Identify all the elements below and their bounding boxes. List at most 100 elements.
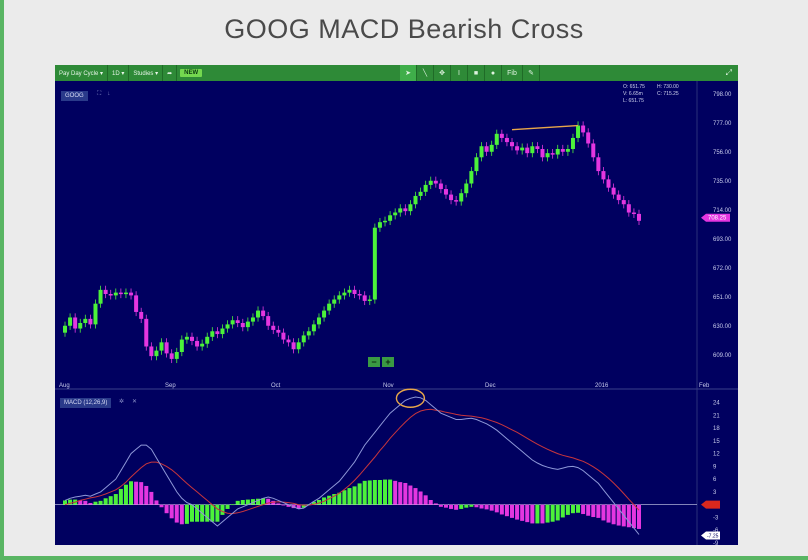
x-tick-label: Sep	[165, 383, 176, 389]
zoom-out-button[interactable]: −	[368, 357, 380, 367]
histogram-bar	[367, 480, 372, 505]
histogram-bar	[123, 484, 128, 505]
histogram-bar	[139, 482, 144, 505]
candle	[388, 215, 393, 221]
candle	[504, 137, 509, 143]
pin-icon[interactable]: ↓	[107, 91, 117, 97]
ohlc-low: L: 651.75	[623, 98, 644, 104]
candle	[611, 187, 616, 195]
candle	[200, 343, 205, 347]
histogram-bar	[144, 485, 149, 505]
histogram-bar	[332, 494, 337, 505]
candle	[63, 325, 67, 333]
crosshair-icon[interactable]: ✥	[434, 65, 451, 81]
candle	[474, 157, 479, 172]
candle	[377, 222, 382, 228]
candle	[383, 220, 388, 223]
histogram-bar	[250, 499, 255, 505]
settings-icon[interactable]: ✲	[119, 399, 133, 405]
histogram-bar	[286, 504, 291, 507]
candle	[154, 350, 159, 357]
chart-canvas[interactable]: 798.00 777.00 756.00 735.00 714.00 693.00 672.…	[55, 81, 738, 545]
histogram-bar	[271, 500, 276, 505]
line-icon[interactable]: ╲	[417, 65, 434, 81]
cycle-dropdown[interactable]: Pay Day Cycle ▾	[55, 65, 109, 81]
macd-tick-label: 3	[713, 490, 717, 496]
expand-icon[interactable]: ⤢	[725, 68, 732, 77]
candle	[230, 320, 235, 325]
histogram-bar	[63, 500, 67, 505]
share-icon[interactable]: ➦	[163, 65, 178, 81]
chart-app: Pay Day Cycle ▾ 1D ▾ Studies ▾ ➦ NEW ➤ ╲…	[55, 65, 738, 545]
histogram-bar	[113, 494, 118, 505]
histogram-bar	[626, 504, 631, 528]
candle	[149, 346, 154, 357]
close-icon[interactable]: ✕	[132, 399, 146, 405]
candle	[423, 184, 428, 192]
zoom-in-button[interactable]: +	[382, 357, 394, 367]
circle-icon[interactable]: ●	[485, 65, 502, 81]
candle	[637, 213, 641, 221]
candle	[184, 336, 189, 340]
histogram-bar	[352, 486, 357, 505]
histogram-bar	[393, 480, 398, 505]
price-tick-label: 672.00	[713, 266, 732, 272]
square-icon[interactable]: ■	[468, 65, 485, 81]
price-panel-icons: ⛶↓	[97, 91, 116, 98]
candle	[438, 183, 443, 190]
price-tick-label: 630.00	[713, 324, 732, 330]
price-tick-label: 609.00	[713, 353, 732, 359]
histogram-bar	[565, 504, 570, 515]
candle	[479, 146, 484, 158]
histogram-bar	[261, 498, 266, 505]
histogram-bar	[438, 504, 443, 507]
price-tick-label: 714.00	[713, 208, 732, 214]
candle	[316, 317, 321, 325]
pointer-icon[interactable]: ➤	[400, 65, 417, 81]
candle	[235, 320, 240, 323]
candle	[576, 125, 581, 138]
fib-tool[interactable]: Fib	[502, 65, 523, 81]
candle	[398, 208, 403, 213]
histogram-bar	[108, 496, 113, 505]
macd-label[interactable]: MACD (12,26,9)	[60, 398, 112, 408]
histogram-bar	[596, 504, 601, 518]
candle	[276, 329, 281, 333]
price-tick-label: 651.00	[713, 295, 732, 301]
studies-dropdown[interactable]: Studies ▾	[129, 65, 164, 81]
maximize-icon[interactable]: ⛶	[97, 91, 108, 97]
histogram-bar	[68, 499, 73, 505]
histogram-bar	[347, 488, 352, 505]
candle	[281, 332, 286, 340]
histogram-bar	[423, 495, 428, 505]
candle	[215, 331, 220, 335]
candle	[296, 342, 301, 350]
text-cursor-icon[interactable]: I	[451, 65, 468, 81]
candle	[322, 310, 327, 318]
eraser-icon[interactable]: ✎	[523, 65, 540, 81]
new-button[interactable]: NEW	[180, 69, 203, 77]
cross-highlight-circle	[395, 388, 426, 408]
candle	[621, 200, 626, 205]
candle	[606, 179, 611, 188]
interval-dropdown[interactable]: 1D ▾	[108, 65, 130, 81]
histogram-bar	[118, 488, 123, 505]
candle	[73, 317, 78, 329]
ohlc-high: H: 730.00	[657, 84, 679, 90]
x-tick-label: Aug	[59, 383, 70, 389]
histogram-bar	[256, 498, 261, 505]
candle	[118, 292, 123, 295]
histogram-bar	[362, 480, 367, 505]
candle	[408, 204, 413, 212]
candle	[535, 146, 540, 149]
histogram-bar	[220, 504, 225, 515]
histogram-bar	[591, 504, 596, 518]
candle	[245, 321, 250, 328]
candle	[428, 180, 433, 185]
symbol-badge[interactable]: GOOG	[61, 91, 88, 101]
histogram-bar	[337, 492, 342, 505]
candle	[129, 292, 134, 296]
candle	[286, 339, 291, 343]
ohlc-readout: O: 651.75 H: 730.00 V: 6.65m C: 715.25 L: …	[623, 84, 691, 105]
histogram-bar	[195, 504, 200, 522]
